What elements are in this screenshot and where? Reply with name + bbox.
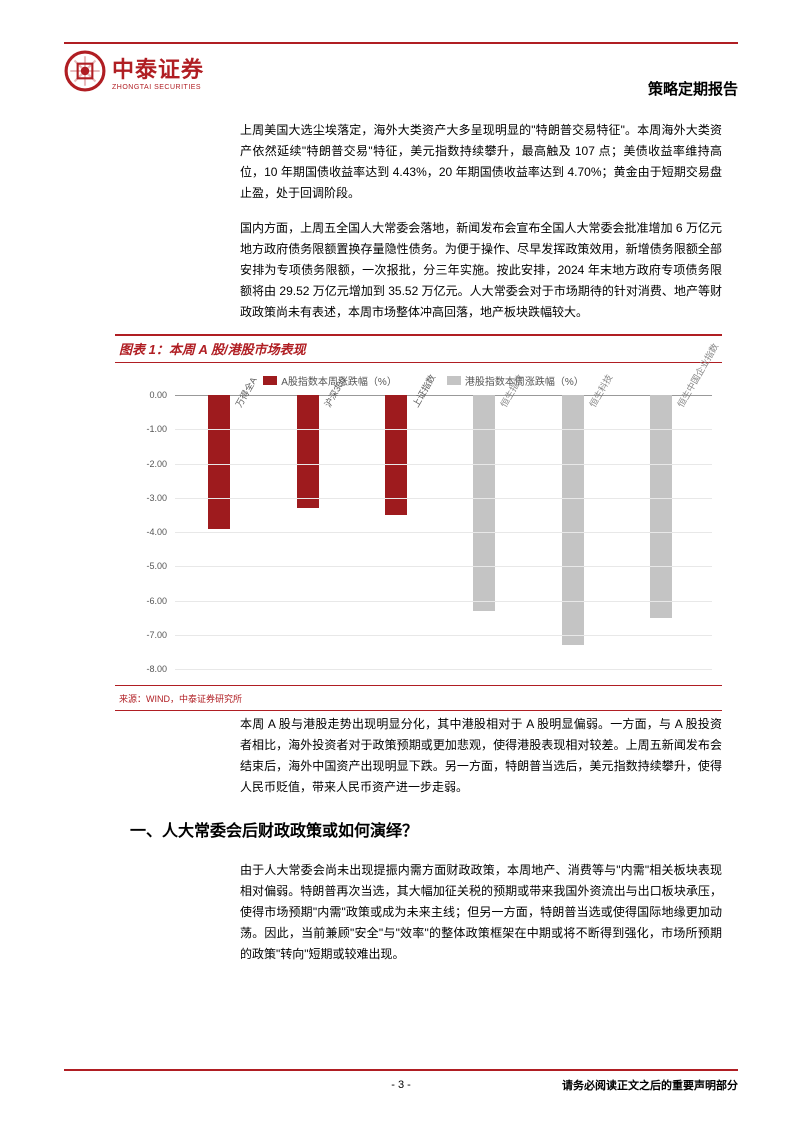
chart-container: A股指数本周涨跌幅（%） 港股指数本周涨跌幅（%） 0.00-1.00-2.00… [135,369,712,679]
paragraph-4: 由于人大常委会尚未出现提振内需方面财政政策，本周地产、消费等与"内需"相关板块表… [240,860,722,965]
y-tick-label: -2.00 [146,459,167,469]
gridline [175,429,712,430]
section-1-heading: 一、人大常委会后财政政策或如何演绎？ [130,818,722,846]
y-tick-label: -3.00 [146,493,167,503]
y-tick-label: -5.00 [146,561,167,571]
report-type: 策略定期报告 [648,78,738,99]
logo-icon [64,50,106,92]
gridline [175,464,712,465]
bar [297,395,319,508]
chart-title: 图表 1：本周 A 股/港股市场表现 [119,342,306,357]
legend-swatch-a [263,376,277,385]
y-tick-label: -8.00 [146,664,167,674]
footer-note: 请务必阅读正文之后的重要声明部分 [562,1077,738,1093]
y-tick-label: -1.00 [146,424,167,434]
y-tick-label: -4.00 [146,527,167,537]
bar [562,395,584,645]
paragraph-1: 上周美国大选尘埃落定，海外大类资产大多呈现明显的"特朗普交易特征"。本周海外大类… [240,120,722,204]
gridline [175,532,712,533]
footer: - 3 - 请务必阅读正文之后的重要声明部分 [64,1077,738,1093]
y-tick-label: -6.00 [146,596,167,606]
bar [473,395,495,611]
bar [208,395,230,529]
logo-text: 中泰证券 ZHONGTAI SECURITIES [112,52,204,91]
y-tick-label: 0.00 [149,390,167,400]
gridline [175,669,712,670]
page-number: - 3 - [391,1079,411,1091]
upper-body: 上周美国大选尘埃落定，海外大类资产大多呈现明显的"特朗普交易特征"。本周海外大类… [240,120,722,337]
paragraph-2: 国内方面，上周五全国人大常委会落地，新闻发布会宣布全国人大常委会批准增加 6 万… [240,218,722,323]
gridline [175,566,712,567]
gridline [175,601,712,602]
chart-title-bar: 图表 1：本周 A 股/港股市场表现 [115,334,722,363]
legend-swatch-h [447,376,461,385]
gridline [175,635,712,636]
gridline [175,498,712,499]
company-name-en: ZHONGTAI SECURITIES [112,84,204,91]
chart-section: 图表 1：本周 A 股/港股市场表现 A股指数本周涨跌幅（%） 港股指数本周涨跌… [115,334,722,711]
chart-plot: 0.00-1.00-2.00-3.00-4.00-5.00-6.00-7.00-… [175,395,712,669]
y-tick-label: -7.00 [146,630,167,640]
paragraph-3: 本周 A 股与港股走势出现明显分化，其中港股相对于 A 股明显偏弱。一方面，与 … [240,714,722,798]
chart-source-bar: 来源：WIND，中泰证券研究所 [115,685,722,711]
chart-source: 来源：WIND，中泰证券研究所 [119,694,242,704]
company-logo: 中泰证券 ZHONGTAI SECURITIES [64,50,204,92]
y-axis: 0.00-1.00-2.00-3.00-4.00-5.00-6.00-7.00-… [135,395,171,669]
lower-body: 本周 A 股与港股走势出现明显分化，其中港股相对于 A 股明显偏弱。一方面，与 … [240,714,722,979]
company-name-cn: 中泰证券 [112,52,204,84]
header: 中泰证券 ZHONGTAI SECURITIES 策略定期报告 [64,50,738,120]
